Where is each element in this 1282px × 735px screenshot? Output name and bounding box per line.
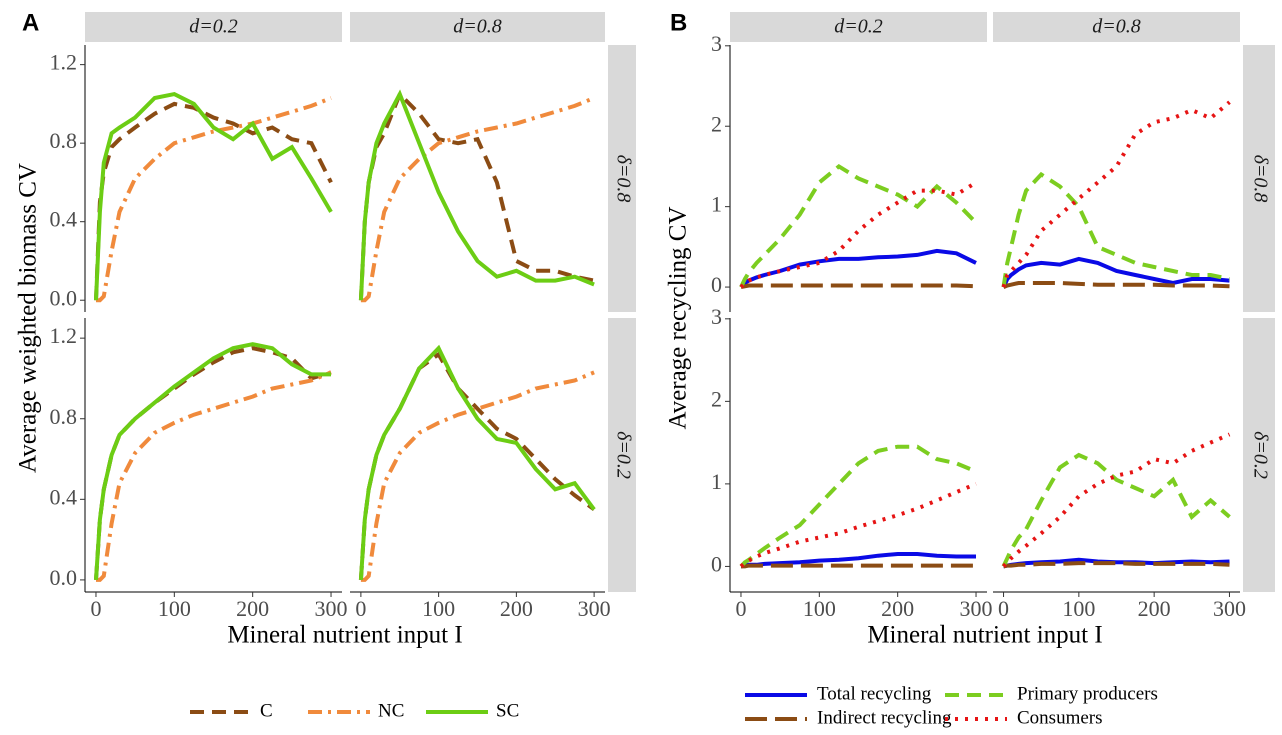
data-line bbox=[96, 370, 332, 582]
row-strip-label: δ=0.2 bbox=[612, 431, 634, 479]
data-line bbox=[360, 370, 595, 582]
data-line bbox=[358, 89, 595, 301]
y-tick-label: 0.4 bbox=[50, 484, 78, 509]
x-tick-label: 100 bbox=[803, 596, 836, 621]
y-tick-label: 0 bbox=[711, 272, 722, 297]
y-tick-label: 3 bbox=[711, 31, 722, 56]
x-tick-label: 100 bbox=[422, 596, 455, 621]
x-tick-label: 300 bbox=[315, 596, 348, 621]
data-line bbox=[94, 101, 333, 301]
col-strip-label: d=0.8 bbox=[1092, 16, 1141, 38]
data-line bbox=[739, 163, 978, 288]
x-tick-label: 0 bbox=[355, 596, 366, 621]
y-tick-label: 0.0 bbox=[50, 565, 78, 590]
panel-label: A bbox=[22, 9, 39, 36]
strip bbox=[1243, 318, 1275, 592]
col-strip-label: d=0.2 bbox=[834, 16, 883, 38]
strip bbox=[730, 12, 987, 42]
y-tick-label: 3 bbox=[711, 304, 722, 329]
strip bbox=[350, 12, 605, 42]
x-tick-label: 200 bbox=[236, 596, 269, 621]
y-tick-label: 0 bbox=[711, 551, 722, 576]
y-axis-title: Average recycling CV bbox=[665, 206, 692, 429]
x-tick-label: 0 bbox=[735, 596, 746, 621]
data-line bbox=[1001, 171, 1230, 288]
x-tick-label: 300 bbox=[960, 596, 993, 621]
data-line bbox=[96, 96, 332, 303]
y-tick-label: 2 bbox=[711, 111, 722, 136]
panel-label: B bbox=[670, 9, 687, 36]
x-tick-label: 200 bbox=[1138, 596, 1171, 621]
y-tick-label: 1 bbox=[711, 469, 722, 494]
y-tick-label: 0.4 bbox=[50, 207, 78, 232]
legend-label: Consumers bbox=[1017, 707, 1103, 728]
data-line bbox=[741, 563, 976, 569]
x-axis-title: Mineral nutrient input I bbox=[227, 622, 462, 649]
data-line bbox=[94, 342, 331, 581]
x-tick-label: 200 bbox=[500, 596, 533, 621]
data-line bbox=[739, 444, 977, 568]
strip bbox=[608, 318, 636, 592]
y-tick-label: 1.2 bbox=[50, 50, 78, 75]
data-line bbox=[1003, 561, 1230, 569]
strip bbox=[993, 12, 1240, 42]
legend-label: Indirect recycling bbox=[817, 707, 952, 728]
x-tick-label: 0 bbox=[998, 596, 1009, 621]
data-line bbox=[358, 344, 596, 581]
y-tick-label: 0.0 bbox=[50, 285, 78, 310]
legend-label: Total recycling bbox=[817, 683, 932, 704]
x-tick-label: 100 bbox=[158, 596, 191, 621]
y-tick-label: 2 bbox=[711, 386, 722, 411]
col-strip-label: d=0.8 bbox=[453, 16, 502, 38]
x-tick-label: 0 bbox=[90, 596, 101, 621]
y-axis-title: Average weighted biomass CV bbox=[15, 163, 42, 473]
y-tick-label: 0.8 bbox=[50, 128, 78, 153]
y-tick-label: 1.2 bbox=[50, 323, 78, 348]
data-line bbox=[358, 90, 595, 301]
x-tick-label: 100 bbox=[1062, 596, 1095, 621]
data-line bbox=[1001, 256, 1230, 288]
data-line bbox=[1002, 432, 1231, 568]
data-line bbox=[1001, 100, 1231, 288]
y-tick-label: 1 bbox=[711, 192, 722, 217]
data-line bbox=[739, 248, 977, 289]
y-tick-label: 0.8 bbox=[50, 404, 78, 429]
legend-label: C bbox=[260, 700, 273, 721]
x-tick-label: 200 bbox=[881, 596, 914, 621]
data-line bbox=[1002, 281, 1230, 289]
legend-label: NC bbox=[378, 700, 404, 721]
strip bbox=[85, 12, 342, 42]
x-tick-label: 300 bbox=[1213, 596, 1246, 621]
row-strip-label: δ=0.8 bbox=[1249, 155, 1271, 203]
x-axis-title: Mineral nutrient input I bbox=[867, 622, 1102, 649]
data-line bbox=[358, 351, 596, 581]
col-strip-label: d=0.2 bbox=[189, 16, 238, 38]
strip bbox=[608, 45, 636, 312]
row-strip-label: δ=0.8 bbox=[612, 155, 634, 203]
data-line bbox=[740, 283, 977, 290]
row-strip-label: δ=0.2 bbox=[1249, 431, 1271, 479]
legend-label: SC bbox=[496, 700, 519, 721]
data-line bbox=[1001, 452, 1231, 568]
x-tick-label: 300 bbox=[578, 596, 611, 621]
data-line bbox=[360, 96, 595, 303]
data-line bbox=[94, 92, 333, 301]
strip bbox=[1243, 45, 1275, 312]
legend-label: Primary producers bbox=[1017, 683, 1158, 704]
